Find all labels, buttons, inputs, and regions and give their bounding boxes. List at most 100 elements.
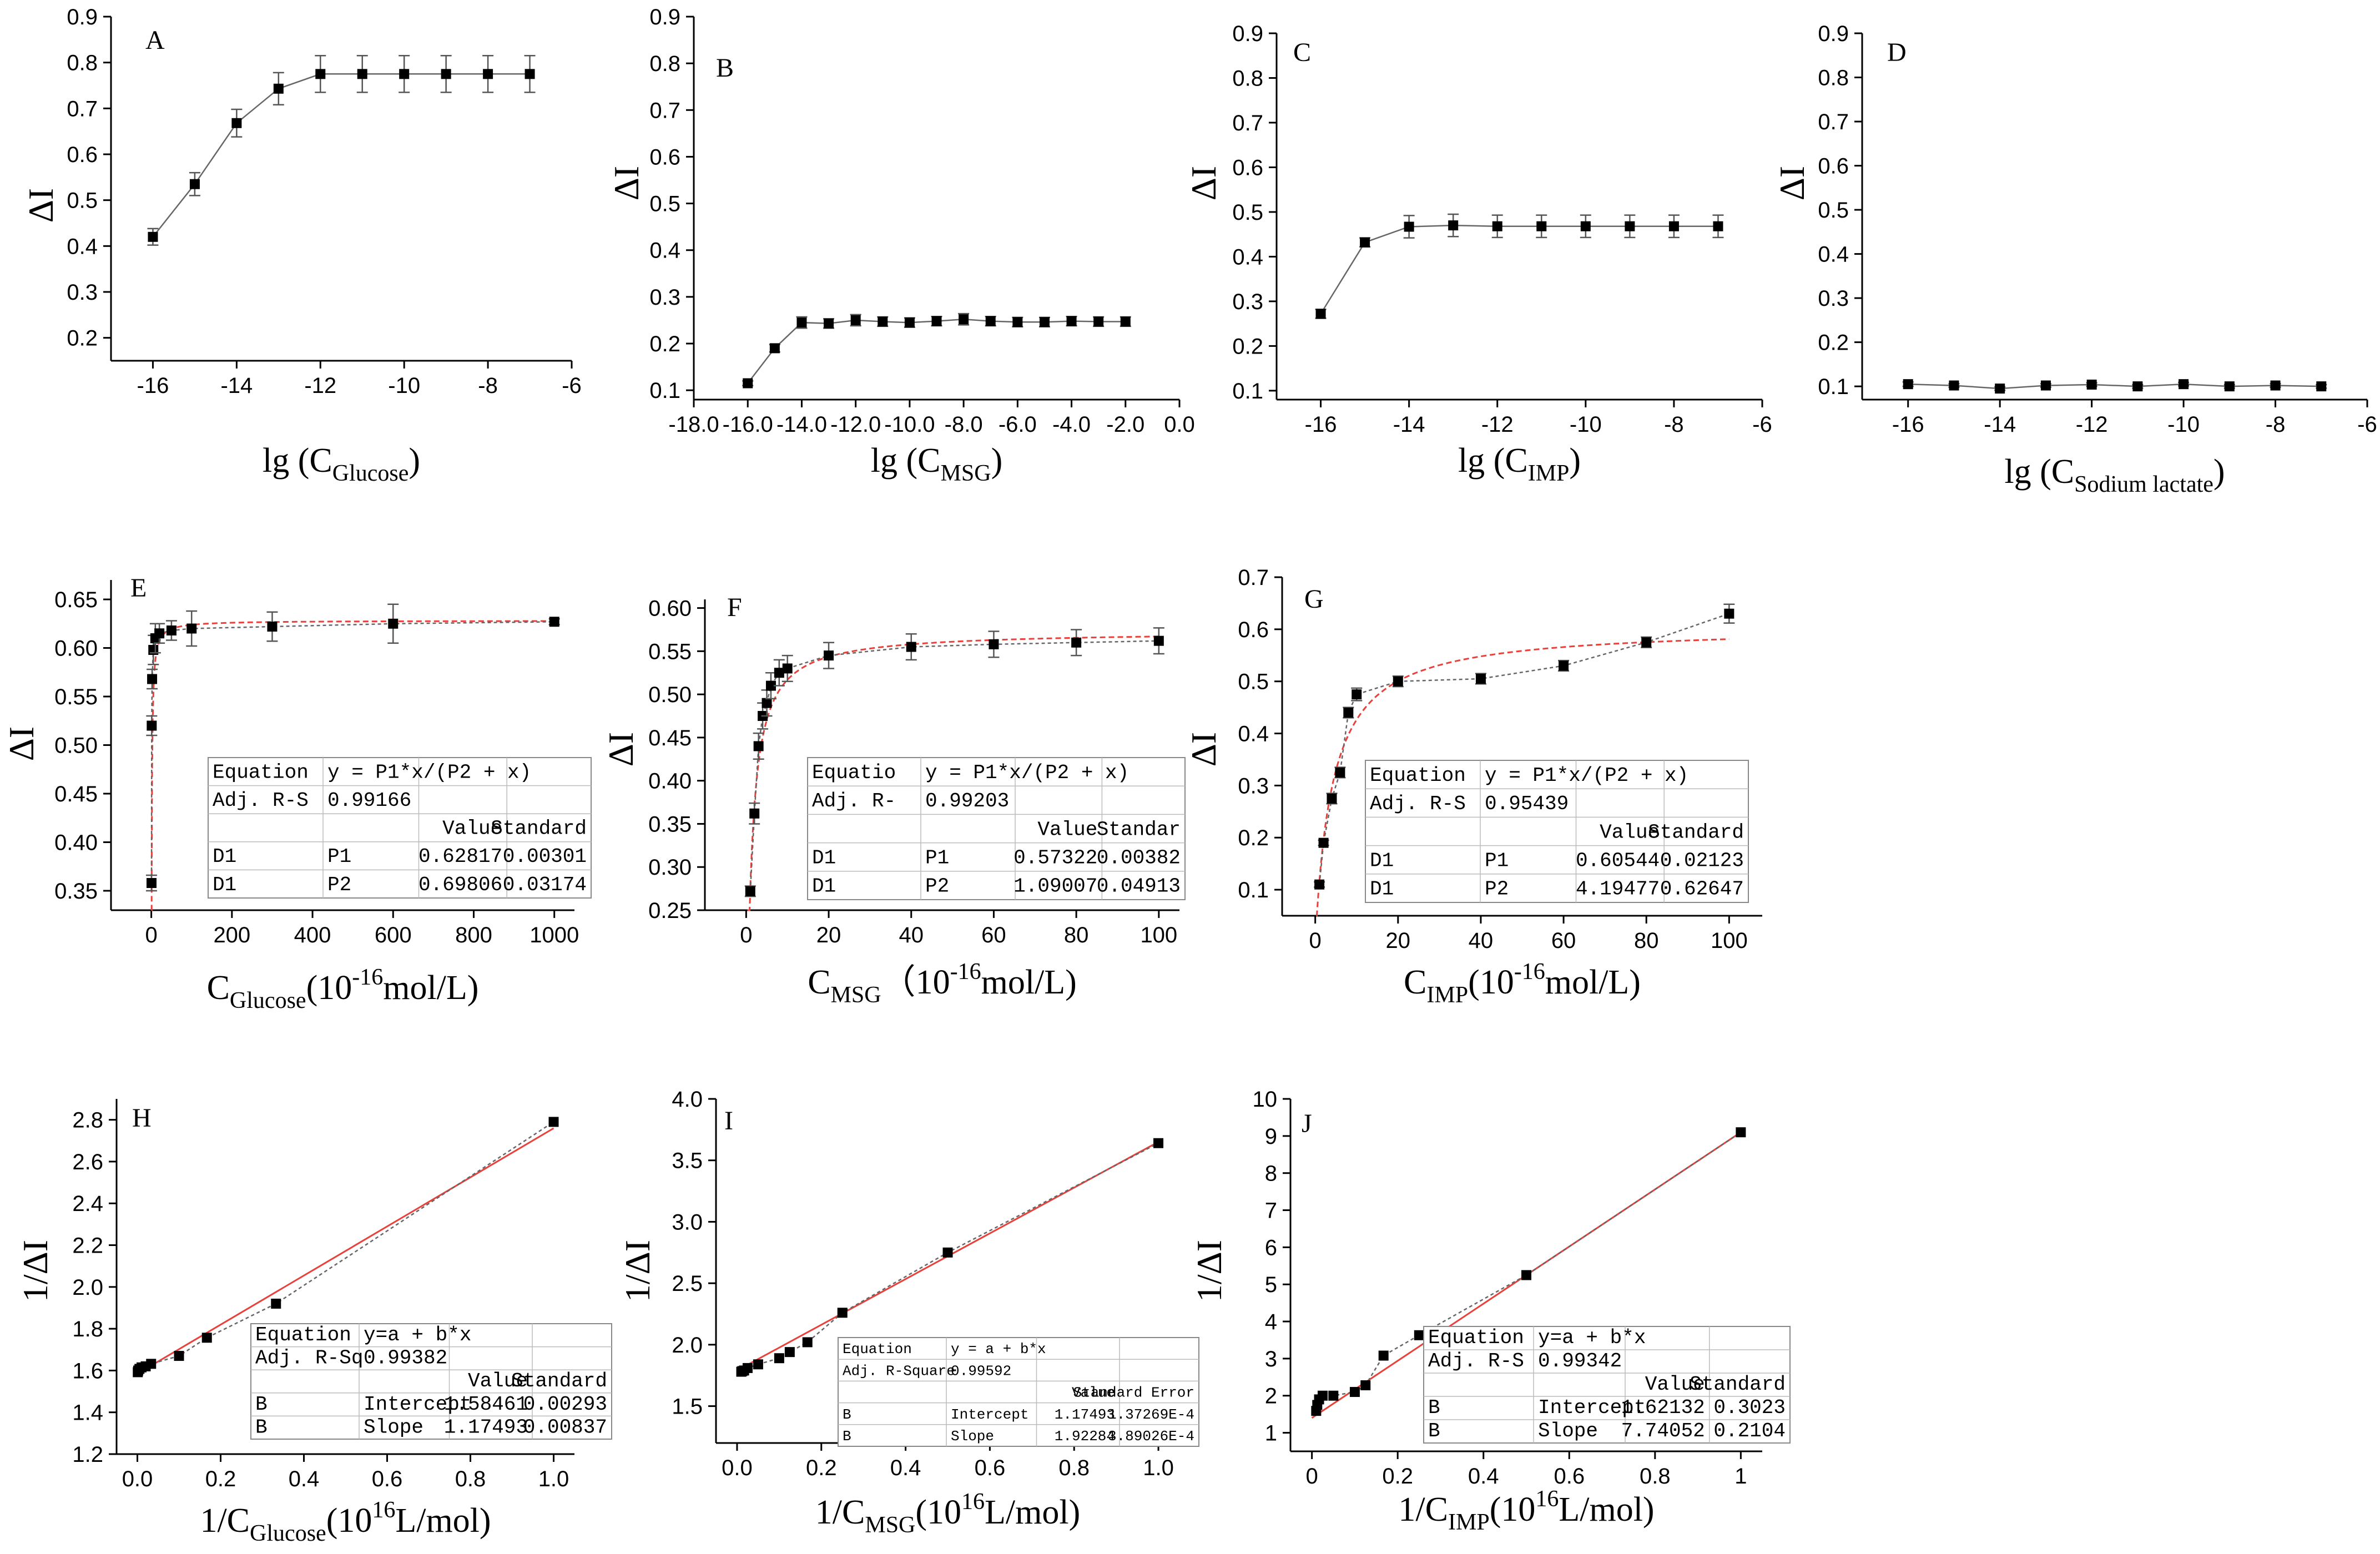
data-point: [1328, 1390, 1339, 1401]
data-point: [441, 69, 451, 79]
x-tick-label: 0: [740, 923, 752, 947]
panel-a: -16 -14 -12 -10 -8 -6 0.2 0.3 0.4 0.5 0.6 0.7 0.8 0.9…: [21, 5, 582, 486]
data-point: [2270, 380, 2281, 391]
fit-table-cell: 0.99166: [327, 789, 411, 812]
y-tick-label: 0.3: [67, 280, 98, 305]
y-tick-label: 0.45: [54, 782, 98, 806]
y-tick-label: 2.4: [72, 1192, 103, 1216]
fit-table-cell: Intercept: [1538, 1396, 1646, 1419]
y-tick-label: 0.2: [1818, 331, 1849, 355]
y-tick-label: 0.8: [1232, 66, 1263, 90]
fit-table-cell: Intercept: [951, 1406, 1028, 1423]
fit-table-cell: B: [843, 1406, 851, 1423]
x-tick-label: 0.6: [372, 1467, 403, 1491]
axes: [1283, 1098, 1762, 1459]
panel-letter: F: [727, 593, 742, 622]
x-tick-label: -12.0: [830, 412, 881, 437]
x-tick-label: -6: [1752, 412, 1772, 437]
y-tick-label: 0.7: [1818, 110, 1849, 134]
fit-table-cell: Standard: [491, 818, 587, 840]
data-point: [154, 628, 165, 639]
data-point: [1314, 879, 1325, 890]
y-tick-label: 0.8: [1818, 66, 1849, 90]
x-tick-label: 20: [1386, 929, 1411, 953]
data-point: [1066, 316, 1077, 326]
y-tick-label: 10: [1253, 1087, 1278, 1112]
data-point: [1360, 1380, 1371, 1391]
x-axis-title: 1/CGlucose(1016L/mol): [200, 1497, 491, 1546]
fit-table-cell: D1: [213, 874, 236, 896]
y-tick-label: 0.9: [1232, 22, 1263, 46]
data-point: [273, 83, 284, 94]
y-tick-label: 0.5: [649, 192, 680, 216]
x-tick-label: -14.0: [776, 412, 827, 437]
fit-table-cell: Standard Error: [1073, 1385, 1194, 1401]
x-tick-label: 0.6: [975, 1456, 1006, 1480]
y-tick-label: 4.0: [672, 1087, 703, 1112]
data-point: [989, 639, 999, 649]
panel-g: 0 20 40 60 80 100 0.1 0.2 0.3 0.4 0.5 0.6 0.7 G ΔI CIMP…: [1184, 566, 1762, 1008]
x-axis-title: CIMP(10-16mol/L): [1404, 959, 1641, 1008]
panel-letter: G: [1304, 584, 1324, 614]
data-point: [186, 623, 197, 634]
fit-table-cell: Adj. R-: [812, 790, 896, 813]
fit-table-cell: Intercept: [364, 1393, 471, 1416]
y-tick-label: 6: [1265, 1235, 1277, 1260]
y-tick-label: 0.55: [54, 685, 98, 709]
fit-table-cell: B: [1428, 1396, 1440, 1419]
y-tick-label: 0.5: [1818, 198, 1849, 223]
y-tick-label: 0.3: [1232, 290, 1263, 314]
y-tick-label: 0.9: [649, 5, 680, 29]
data-point: [548, 1117, 559, 1127]
fit-table-frame: [807, 757, 1186, 900]
fit-table-cell: 1.17493: [1055, 1406, 1115, 1423]
data-point: [271, 1298, 281, 1309]
y-tick-label: 1: [1265, 1421, 1277, 1446]
data-point: [1492, 221, 1502, 231]
fit-table-cell: 4.19477: [1576, 878, 1660, 901]
data-point: [1713, 221, 1723, 231]
axes: [1274, 576, 1762, 924]
x-tick-label: -8: [2266, 412, 2286, 437]
fit-table-cell: Value: [1072, 1385, 1115, 1401]
y-tick-label: 0.3: [1238, 774, 1269, 798]
fit-table-cell: y = a + b*x: [951, 1341, 1046, 1358]
data-point: [1153, 1138, 1164, 1148]
data-point: [267, 622, 278, 632]
x-tick-label: 100: [1140, 923, 1177, 947]
fit-table-cell: Equation: [1370, 764, 1466, 787]
x-tick-label: 60: [981, 923, 1006, 947]
data-point: [201, 1333, 212, 1343]
y-tick-label: 2.2: [72, 1234, 103, 1258]
data-point: [189, 179, 200, 189]
x-tick-label: -14: [220, 374, 253, 398]
data-point: [1093, 316, 1104, 327]
data-point: [1352, 689, 1362, 700]
x-tick-label: -12: [304, 374, 336, 398]
x-tick-label: 0.0: [1164, 412, 1195, 437]
y-tick-label: 0.25: [648, 899, 692, 923]
fit-table-cell: 0.3023: [1713, 1396, 1786, 1419]
data-point: [357, 69, 367, 79]
data-point: [762, 698, 772, 708]
fit-parameter-table: Equation y = P1*x/(P2 + x) Adj. R-S 0.99166…: [208, 757, 592, 899]
fit-table-cell: P1: [1485, 849, 1509, 872]
fit-table-cell: D1: [1370, 878, 1394, 901]
fit-table-cell: 0.99203: [925, 790, 1009, 813]
fit-table-cell: B: [843, 1428, 851, 1445]
y-tick-label: 0.4: [1818, 243, 1849, 267]
data-point: [753, 1359, 763, 1370]
axes: [109, 1099, 574, 1462]
x-axis-title: 1/CMSG(1016L/mol): [815, 1489, 1081, 1538]
data-point: [906, 642, 916, 652]
fit-table-cell: Slope: [1538, 1420, 1598, 1442]
y-tick-label: 2.0: [72, 1275, 103, 1300]
data-point: [802, 1337, 813, 1348]
data-point: [549, 617, 559, 627]
y-tick-label: 0.5: [1238, 670, 1269, 694]
data-point: [931, 316, 942, 326]
x-tick-label: -10: [1570, 412, 1602, 437]
data-point: [942, 1247, 953, 1258]
data-point: [1521, 1270, 1531, 1280]
